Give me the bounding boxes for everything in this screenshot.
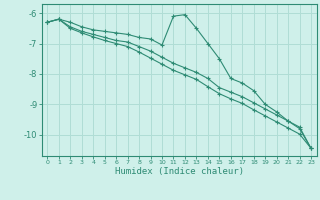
X-axis label: Humidex (Indice chaleur): Humidex (Indice chaleur) (115, 167, 244, 176)
